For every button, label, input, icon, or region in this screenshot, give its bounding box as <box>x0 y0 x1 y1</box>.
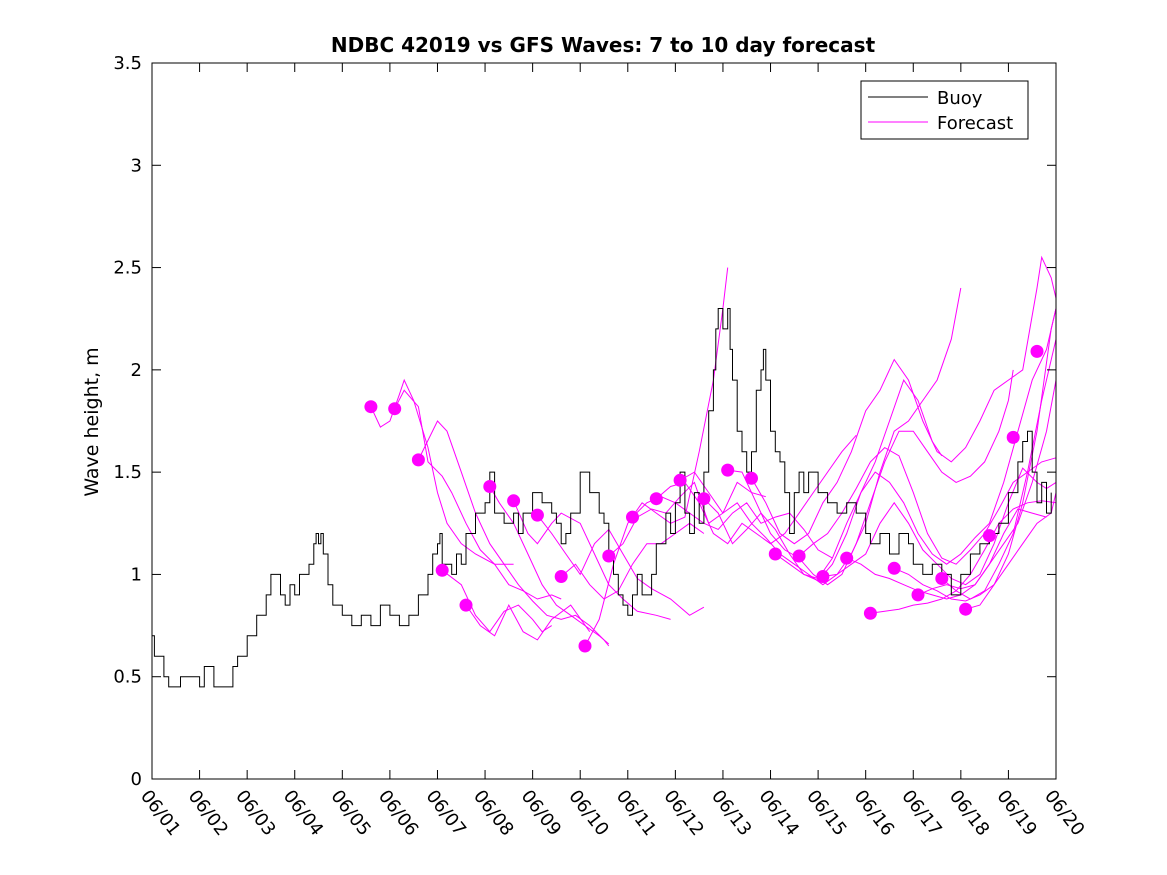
forecast-marker-11 <box>626 510 639 524</box>
forecast-line-9 <box>584 267 729 647</box>
y-tick-label: 3.5 <box>113 53 142 74</box>
forecast-line-5 <box>489 486 610 645</box>
y-tick-label: 0.5 <box>113 667 142 688</box>
forecast-marker-1 <box>388 402 402 416</box>
forecast-marker-2 <box>411 453 425 467</box>
chart-title: NDBC 42019 vs GFS Waves: 7 to 10 day for… <box>331 33 876 57</box>
forecast-line-20 <box>846 508 1047 600</box>
forecast-marker-18 <box>792 549 806 563</box>
forecast-line-15 <box>727 369 1014 586</box>
forecast-line-23 <box>917 380 1057 596</box>
forecast-line-12 <box>655 434 857 545</box>
plot-area <box>152 255 1057 688</box>
legend-buoy-label: Buoy <box>937 88 983 109</box>
forecast-marker-28 <box>1030 344 1044 358</box>
axes-box <box>151 62 1057 780</box>
forecast-marker-7 <box>530 508 544 522</box>
forecast-marker-10 <box>602 549 616 563</box>
forecast-line-11 <box>632 496 833 559</box>
forecast-marker-15 <box>721 463 735 477</box>
buoy-series-line <box>152 308 1052 688</box>
forecast-marker-21 <box>863 606 877 620</box>
forecast-marker-0 <box>364 400 378 414</box>
legend: Buoy Forecast <box>860 80 1029 140</box>
forecast-line-4 <box>465 603 591 641</box>
forecast-line-0 <box>370 378 514 565</box>
forecast-marker-17 <box>768 547 782 561</box>
forecast-marker-5 <box>483 480 497 493</box>
forecast-line-25 <box>965 308 1057 610</box>
forecast-marker-23 <box>911 588 925 602</box>
forecast-marker-19 <box>816 570 830 583</box>
forecast-line-19 <box>822 467 1057 586</box>
forecast-marker-25 <box>959 602 973 616</box>
forecast-marker-14 <box>697 492 711 506</box>
legend-forecast-label: Forecast <box>937 113 1013 134</box>
forecast-marker-20 <box>840 551 854 565</box>
y-tick-label: 1.5 <box>113 462 142 483</box>
y-tick-label: 2.5 <box>113 258 142 279</box>
y-axis-ticks: 0 0.5 1 1.5 2 2.5 3 3.5 <box>113 53 1056 790</box>
forecast-marker-6 <box>507 494 521 508</box>
forecast-line-2 <box>417 420 610 647</box>
forecast-marker-27 <box>1006 430 1020 444</box>
y-tick-label: 3 <box>131 155 142 176</box>
y-tick-label: 1 <box>131 564 142 585</box>
axes-frame <box>151 62 1057 780</box>
forecast-line-3 <box>441 569 552 633</box>
forecast-marker-4 <box>459 598 473 612</box>
y-tick-label: 0 <box>131 769 142 790</box>
forecast-line-1 <box>394 389 562 600</box>
forecast-marker-9 <box>578 639 592 653</box>
forecast-line-7 <box>537 514 705 616</box>
forecast-line-16 <box>751 255 1057 545</box>
forecast-marker-12 <box>649 492 663 506</box>
forecast-marker-26 <box>982 529 996 543</box>
y-axis-label: Wave height, m <box>81 347 103 496</box>
forecast-line-6 <box>513 500 671 620</box>
forecast-marker-16 <box>745 471 758 485</box>
forecast-marker-13 <box>673 473 687 487</box>
forecast-line-22 <box>894 492 1057 602</box>
forecast-marker-24 <box>935 572 949 585</box>
forecast-line-8 <box>560 522 705 600</box>
y-tick-label: 2 <box>131 360 142 381</box>
forecast-marker-22 <box>887 561 901 575</box>
forecast-marker-8 <box>554 570 568 583</box>
legend-box <box>860 80 1029 140</box>
forecast-marker-3 <box>435 563 449 577</box>
